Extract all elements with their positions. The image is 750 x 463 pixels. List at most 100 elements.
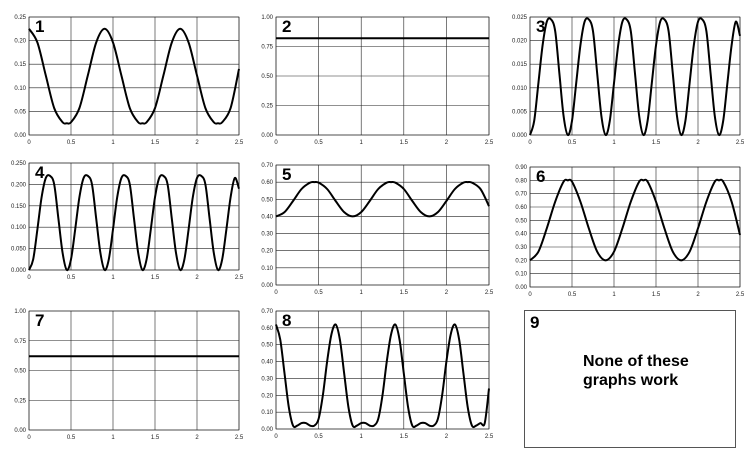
y-tick-label: 0.020 xyxy=(512,39,528,45)
chart-option-8[interactable]: 0.00 0.10 0.20 0.30 0.40 0.50 0.60 0.70 0 0.5 1 1.5… xyxy=(261,309,494,440)
x-tick-label: 0 xyxy=(528,140,532,146)
chart-svg-5: 0.00 0.10 0.20 0.30 0.40 0.50 0.60 0.70 0 0.5 1 1.5… xyxy=(261,163,494,296)
y-tick-label: 0.50 xyxy=(515,218,527,224)
x-tick-label: 0 xyxy=(27,140,31,146)
y-tick-label: 0.015 xyxy=(512,62,528,68)
chart-option-6[interactable]: 0.00 0.10 0.20 0.30 0.40 0.50 0.60 0.70 0.80 0.90… xyxy=(515,165,745,298)
y-tick-label: 0.30 xyxy=(261,376,273,382)
x-tick-label: 2.5 xyxy=(235,275,244,281)
plot-frame xyxy=(529,16,741,136)
y-tick-label: 0.30 xyxy=(261,232,273,238)
y-tick-label: 0.75 xyxy=(261,45,273,51)
x-tick-label: 2 xyxy=(696,292,700,298)
x-tick-label: 0.5 xyxy=(568,292,577,298)
chart-option-label-5: 5 xyxy=(282,165,292,184)
chart-svg-8: 0.00 0.10 0.20 0.30 0.40 0.50 0.60 0.70 0 0.5 1 1.5… xyxy=(261,309,494,440)
chart-option-5[interactable]: 0.00 0.10 0.20 0.30 0.40 0.50 0.60 0.70 0 0.5 1 1.5… xyxy=(261,163,494,296)
series-line-1 xyxy=(28,27,240,125)
x-tick-label: 1.5 xyxy=(151,435,160,441)
plot-frame xyxy=(28,16,240,136)
y-tick-label: 0.70 xyxy=(261,163,273,169)
y-tick-label: 0.40 xyxy=(261,360,273,366)
x-tick-label: 2.5 xyxy=(235,140,244,146)
chart-option-label-6: 6 xyxy=(536,167,546,186)
series-line-5 xyxy=(275,180,490,218)
plot-frame xyxy=(28,162,240,271)
chart-svg-2: 0.00 0.25 0.50 0.75 1.00 0 0.5 1 1.5 2 2.5 xyxy=(261,15,494,146)
y-tick-label: 0.00 xyxy=(261,133,273,139)
x-tick-label: 2 xyxy=(445,290,449,296)
chart-option-3[interactable]: 0.000 0.005 0.010 0.015 0.020 0.025 0 0.5 1 1.5 2 2… xyxy=(512,15,745,146)
y-tick-label: 0.40 xyxy=(261,214,273,220)
y-tick-label: 0.80 xyxy=(515,178,527,184)
y-tick-label: 0.25 xyxy=(14,398,26,404)
series-line-3 xyxy=(529,17,741,137)
x-tick-label: 1.5 xyxy=(151,140,160,146)
y-tick-label: 0.10 xyxy=(261,410,273,416)
x-tick-label: 0 xyxy=(27,435,31,441)
y-tick-label: 0.20 xyxy=(261,393,273,399)
y-tick-label: 0.20 xyxy=(515,258,527,264)
x-tick-label: 0.5 xyxy=(314,140,323,146)
chart-option-label-4: 4 xyxy=(35,163,45,182)
x-tick-label: 2 xyxy=(696,140,700,146)
y-tick-label: 0.70 xyxy=(261,309,273,315)
x-tick-label: 2.5 xyxy=(736,292,745,298)
x-tick-label: 0.5 xyxy=(67,140,76,146)
plot-frame xyxy=(275,16,490,136)
x-tick-label: 2.5 xyxy=(736,140,745,146)
y-tick-label: 0.10 xyxy=(515,272,527,278)
y-tick-label: 1.00 xyxy=(261,15,273,21)
y-tick-label: 0.10 xyxy=(14,86,26,92)
x-tick-label: 2.5 xyxy=(485,434,494,440)
option-9-text: None of these graphs work xyxy=(583,352,689,390)
x-tick-label: 2 xyxy=(195,275,199,281)
y-tick-label: 0.50 xyxy=(14,369,26,375)
x-tick-label: 0 xyxy=(274,140,278,146)
chart-option-2[interactable]: 0.00 0.25 0.50 0.75 1.00 0 0.5 1 1.5 2 2.5 2 xyxy=(261,15,494,146)
x-tick-label: 1.5 xyxy=(151,275,160,281)
y-tick-label: 0.005 xyxy=(512,109,528,115)
chart-option-label-2: 2 xyxy=(282,17,292,36)
series-line-6 xyxy=(529,178,741,262)
x-tick-label: 1 xyxy=(360,140,364,146)
x-tick-label: 0.5 xyxy=(314,290,323,296)
x-tick-label: 1 xyxy=(360,434,364,440)
x-tick-label: 0.5 xyxy=(67,275,76,281)
y-tick-label: 0.20 xyxy=(14,39,26,45)
y-tick-label: 0.90 xyxy=(515,165,527,171)
x-tick-label: 0 xyxy=(274,290,278,296)
y-tick-label: 0.75 xyxy=(14,339,26,345)
y-tick-label: 1.00 xyxy=(14,309,26,315)
y-tick-label: 0.15 xyxy=(14,62,26,68)
y-tick-label: 0.60 xyxy=(261,326,273,332)
chart-option-1[interactable]: 0.00 0.05 0.10 0.15 0.20 0.25 0 0.5 1 1.5 2 2.5 1 xyxy=(14,15,244,146)
x-tick-label: 0.5 xyxy=(568,140,577,146)
chart-svg-3: 0.000 0.005 0.010 0.015 0.020 0.025 0 0.5 1 1.5 2 2… xyxy=(512,15,745,146)
x-tick-label: 1 xyxy=(612,140,616,146)
y-tick-label: 0.50 xyxy=(261,74,273,80)
y-tick-label: 0.25 xyxy=(14,15,26,21)
chart-svg-4: 0.000 0.050 0.100 0.150 0.200 0.250 0 0.5 1 1.5 2 2… xyxy=(11,161,244,281)
x-tick-label: 1.5 xyxy=(652,292,661,298)
y-tick-label: 0.150 xyxy=(11,204,27,210)
y-tick-label: 0.200 xyxy=(11,182,27,188)
y-tick-label: 0.010 xyxy=(512,86,528,92)
chart-option-label-7: 7 xyxy=(35,311,45,330)
chart-svg-6: 0.000.100.200.300.400.500.600.700.800.90… xyxy=(515,165,745,298)
x-tick-label: 2 xyxy=(445,140,449,146)
chart-option-label-1: 1 xyxy=(35,17,45,36)
y-tick-label: 0.30 xyxy=(515,245,527,251)
chart-option-4[interactable]: 0.000 0.050 0.100 0.150 0.200 0.250 0 0.5 1 1.5 2 2… xyxy=(11,161,244,281)
x-tick-label: 0 xyxy=(274,434,278,440)
y-tick-label: 0.40 xyxy=(515,232,527,238)
chart-option-7[interactable]: 0.00 0.25 0.50 0.75 1.00 0 0.5 1 1.5 2 2.5 7 xyxy=(14,309,244,441)
x-tick-label: 1 xyxy=(360,290,364,296)
y-tick-label: 0.20 xyxy=(261,249,273,255)
option-9-box[interactable]: 9 None of these graphs work xyxy=(524,310,736,448)
x-tick-label: 1 xyxy=(111,140,115,146)
x-tick-label: 0 xyxy=(27,275,31,281)
x-tick-label: 1 xyxy=(612,292,616,298)
x-tick-label: 1.5 xyxy=(400,434,409,440)
x-tick-label: 2 xyxy=(445,434,449,440)
